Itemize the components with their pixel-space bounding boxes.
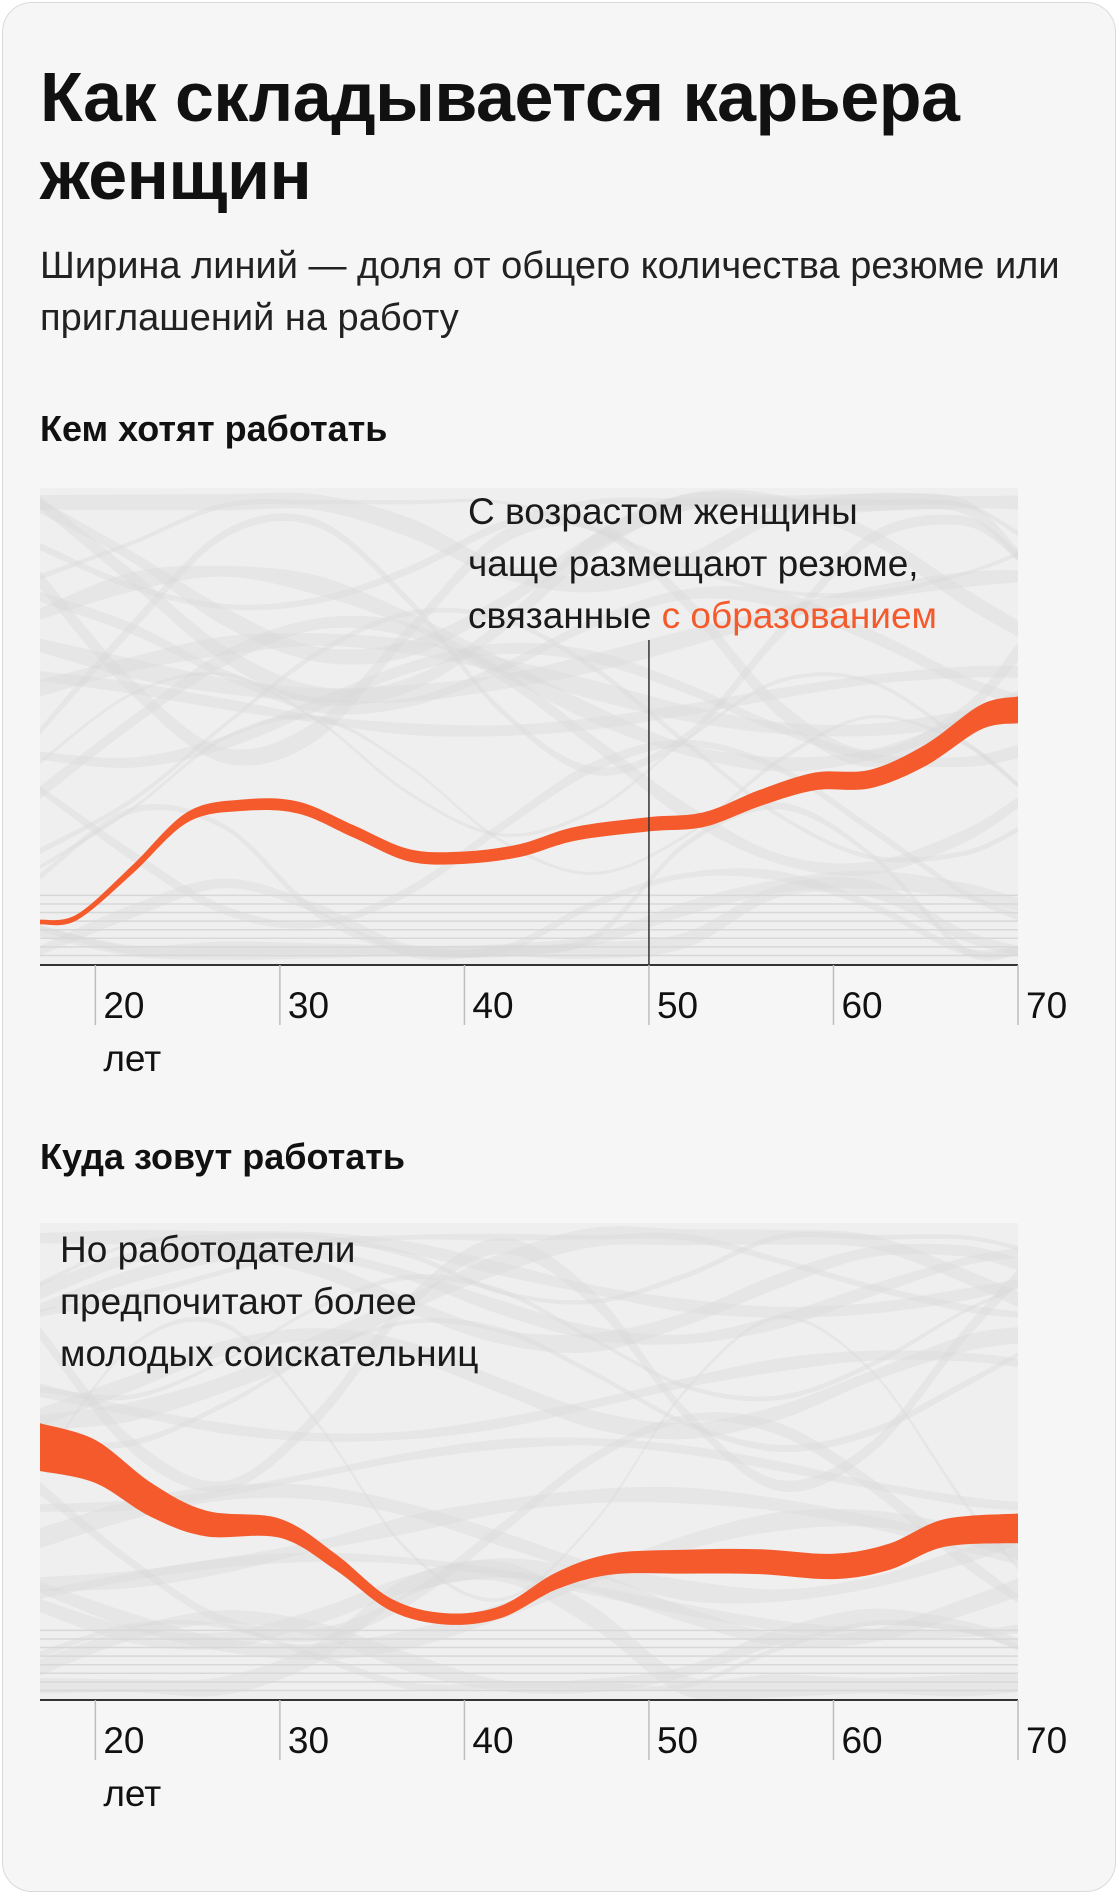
x-tick-label: 30 bbox=[288, 1720, 329, 1761]
annotation-line-3: молодых соискательниц bbox=[60, 1333, 479, 1374]
section-title-resumes: Кем хотят работать bbox=[40, 408, 388, 449]
background-stream bbox=[40, 665, 1018, 737]
background-stream bbox=[40, 1619, 1018, 1692]
background-stream bbox=[40, 1245, 1018, 1345]
background-stream bbox=[40, 1232, 1018, 1318]
x-tick-label: 70 bbox=[1026, 985, 1067, 1026]
invitations-streamgraph: 20 лет 30 40 50 60 70 bbox=[40, 1223, 1067, 1814]
annotation-line-2: предпочитают более bbox=[60, 1281, 417, 1322]
background-stream bbox=[40, 868, 1018, 958]
background-stream bbox=[40, 1508, 1018, 1660]
resumes-annotation: С возрастом женщины чаще размещают резюм… bbox=[468, 486, 937, 642]
background-stream bbox=[40, 1239, 1018, 1354]
page-title: Как складывается карьера женщин bbox=[40, 58, 960, 214]
x-tick-label: 30 bbox=[288, 985, 329, 1026]
x-unit-label: лет bbox=[103, 1773, 161, 1814]
highlight-stream bbox=[40, 1423, 1018, 1625]
plot-background bbox=[40, 1223, 1018, 1700]
annotation-line-1: С возрастом женщины bbox=[468, 491, 858, 532]
x-tick-label: 20 bbox=[103, 1720, 144, 1761]
x-tick-label: 60 bbox=[841, 1720, 882, 1761]
background-stream bbox=[40, 1608, 1018, 1695]
plot-background bbox=[40, 488, 1018, 965]
background-stream bbox=[40, 615, 1018, 876]
background-stream bbox=[40, 570, 1018, 703]
x-tick-label: 40 bbox=[472, 985, 513, 1026]
annotation-line-2: чаще размещают резюме, bbox=[468, 543, 919, 584]
background-stream bbox=[40, 1226, 1018, 1431]
x-tick-label: 60 bbox=[841, 985, 882, 1026]
annotation-line-1: Но работодатели bbox=[60, 1229, 356, 1270]
background-stream bbox=[40, 1560, 1018, 1702]
x-tick-label: 40 bbox=[472, 1720, 513, 1761]
annotation-highlight: с образованием bbox=[661, 595, 937, 636]
background-stream bbox=[40, 632, 1018, 737]
background-stream bbox=[40, 1558, 1018, 1650]
x-tick-label: 70 bbox=[1026, 1720, 1067, 1761]
x-unit-label: лет bbox=[103, 1038, 161, 1079]
x-tick-label: 50 bbox=[657, 1720, 698, 1761]
background-stream bbox=[40, 1552, 1018, 1641]
page-subtitle: Ширина линий — доля от общего количества… bbox=[40, 245, 1060, 339]
background-stream bbox=[40, 492, 1018, 593]
background-stream bbox=[40, 1350, 1018, 1442]
background-stream bbox=[40, 877, 1018, 960]
resumes-streamgraph: 20 лет 30 40 50 60 70 bbox=[40, 488, 1067, 1079]
invitations-annotation: Но работодатели предпочитают более молод… bbox=[60, 1224, 478, 1380]
x-tick-label: 50 bbox=[657, 985, 698, 1026]
background-stream bbox=[40, 1317, 1018, 1453]
background-stream bbox=[40, 870, 1018, 960]
background-stream bbox=[40, 1486, 1018, 1592]
background-stream bbox=[40, 513, 1018, 768]
background-stream bbox=[40, 1230, 1018, 1318]
background-stream bbox=[40, 491, 1018, 707]
x-tick-label: 20 bbox=[103, 985, 144, 1026]
background-stream bbox=[40, 1327, 1018, 1440]
highlight-stream bbox=[40, 696, 1018, 926]
annotation-line-3: связанные bbox=[468, 595, 652, 636]
section-title-invitations: Куда зовут работать bbox=[40, 1136, 406, 1177]
background-stream bbox=[40, 565, 1018, 772]
background-stream bbox=[40, 1483, 1018, 1604]
